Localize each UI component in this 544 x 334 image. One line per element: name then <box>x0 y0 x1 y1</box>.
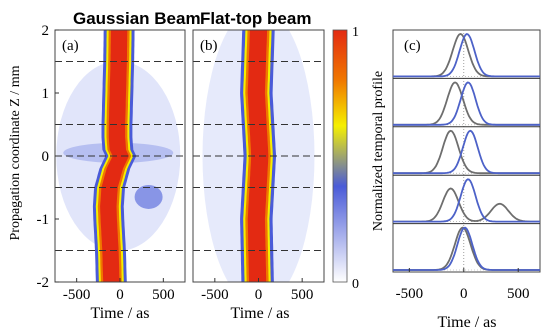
panel-b-xtick-1: 0 <box>255 287 263 303</box>
panel-a-xlabel: Time / as <box>91 305 150 322</box>
panel-b-beam <box>193 30 324 282</box>
panel-c-ylabel: Normalized temporal profile <box>371 71 386 231</box>
panel-c-xlabel: Time / as <box>438 314 497 331</box>
panel-c-xtick-0: -500 <box>396 286 424 302</box>
panel-c-xtick-2: 500 <box>507 286 530 302</box>
panel-a-ytick-3: 1 <box>42 86 50 102</box>
panel-a-ytick-0: -2 <box>37 275 50 291</box>
panel-a-xtick-1: 0 <box>116 287 124 303</box>
panel-c-curve-row1-series1 <box>393 81 540 126</box>
panel-a-beam <box>55 30 185 282</box>
colorbar-tick-top: 1 <box>352 25 359 40</box>
panel-c-curve-row3-series1 <box>393 178 540 223</box>
panel-a-title: Gaussian Beam <box>73 9 201 28</box>
panel-b-heatmap: -500 0 500 <box>192 29 325 303</box>
panel-a-ylabel: Propagation coordinate Z / mm <box>8 65 23 240</box>
panel-b-label: (b) <box>200 38 218 54</box>
panel-b-beam-band-3 <box>247 30 269 282</box>
panel-b-xlabel: Time / as <box>231 305 290 322</box>
panel-a-ytick-4: 2 <box>42 23 50 39</box>
panel-c-frame <box>392 29 541 273</box>
colorbar-tick-bottom: 0 <box>352 277 359 292</box>
panel-b-xtick-0: -500 <box>201 287 229 303</box>
panel-a-xtick-0: -500 <box>63 287 91 303</box>
panel-c-curve-row4-series1 <box>393 226 540 271</box>
panel-a-xtick-2: 500 <box>152 287 175 303</box>
panel-c-curve-row0-series1 <box>393 33 540 78</box>
panel-a-ytick-2: 0 <box>42 149 50 165</box>
colorbar: 1 0 <box>332 25 359 292</box>
panel-c-curve-row2-series1 <box>393 129 540 175</box>
panel-c-xtick-1: 0 <box>460 286 468 302</box>
panel-a-ytick-1: -1 <box>37 212 50 228</box>
colorbar-gradient <box>332 29 348 283</box>
panel-c-lines: -500 0 500 <box>392 29 541 302</box>
panel-c-label: (c) <box>404 38 421 54</box>
panel-b-xtick-2: 500 <box>291 287 314 303</box>
panel-b-title: Flat-top beam <box>200 9 311 28</box>
panel-a-side-lobe <box>134 184 163 209</box>
panel-a-label: (a) <box>62 38 79 54</box>
panel-a-heatmap: -500 0 500 -2 -1 0 1 2 <box>37 23 186 303</box>
